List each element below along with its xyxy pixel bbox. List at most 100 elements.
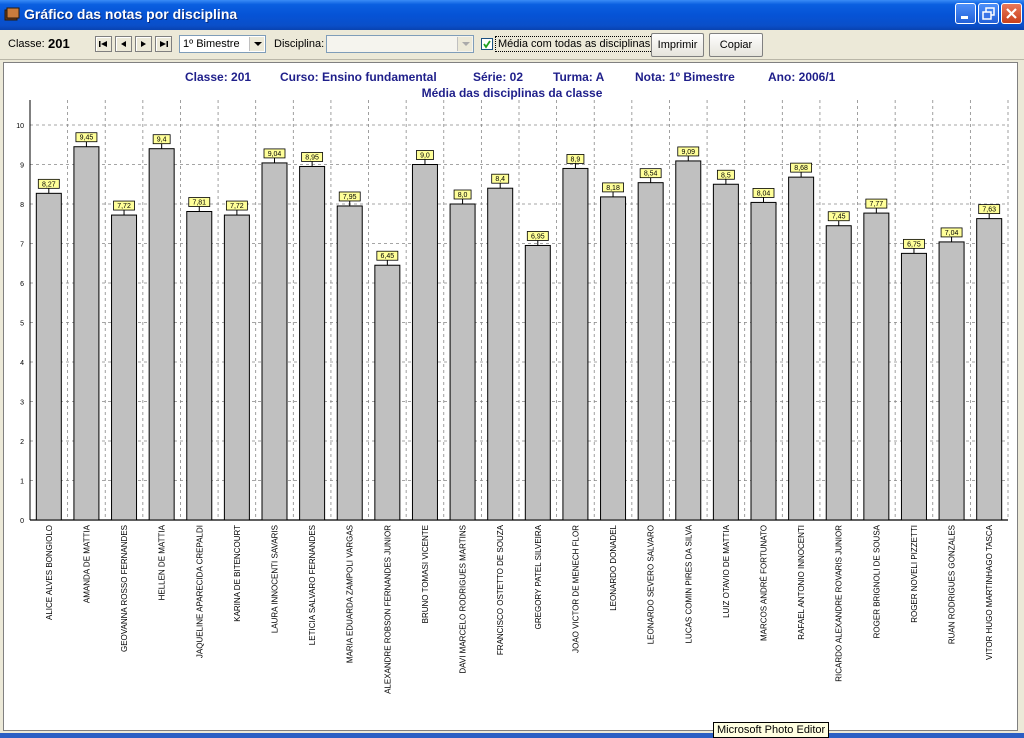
previous-record-icon bbox=[121, 41, 126, 47]
tooltip: Microsoft Photo Editor bbox=[713, 722, 830, 738]
next-record-button[interactable] bbox=[135, 36, 152, 52]
media-checkbox[interactable] bbox=[481, 38, 493, 50]
disciplina-label: Disciplina: bbox=[274, 38, 325, 50]
bar bbox=[223, 214, 250, 521]
data-label-box bbox=[790, 162, 813, 173]
bar bbox=[750, 201, 777, 521]
y-tick-label: 10 bbox=[16, 123, 24, 130]
y-tick-label: 9 bbox=[20, 163, 24, 170]
toolbar: Classe: 201 1º Bimestre Disciplina: Médi… bbox=[0, 30, 1024, 60]
bar bbox=[299, 165, 326, 521]
data-label-box bbox=[416, 150, 434, 160]
x-tick-label: LUCAS COMIN PIRES DA SILVA bbox=[684, 524, 693, 643]
x-tick-label: RAFAEL ANTONIO INNOCENTI bbox=[797, 525, 806, 640]
data-label: 8,68 bbox=[794, 165, 808, 172]
x-tick-label: RUAN RODRIGUES GONZALES bbox=[948, 525, 957, 644]
y-tick-label: 5 bbox=[20, 321, 24, 328]
checkmark-icon bbox=[483, 40, 491, 49]
bar bbox=[336, 205, 363, 521]
imprimir-button[interactable]: Imprimir bbox=[651, 33, 704, 57]
window-title: Gráfico das notas por disciplina bbox=[24, 6, 238, 22]
y-tick-label: 6 bbox=[20, 281, 24, 288]
data-label-box bbox=[453, 189, 472, 200]
bar bbox=[788, 176, 815, 521]
data-label-box bbox=[566, 154, 585, 164]
data-label-box bbox=[639, 168, 662, 179]
chart-ano: Ano: 2006/1 bbox=[768, 70, 836, 84]
chart-serie: Série: 02 bbox=[473, 70, 524, 84]
x-tick-label: ROGER NOVELI PIZZETTI bbox=[910, 525, 919, 623]
first-record-button[interactable] bbox=[95, 36, 112, 52]
bar bbox=[374, 264, 401, 521]
data-label-box bbox=[225, 200, 248, 211]
x-tick-label: LETICIA SALVARO FERNANDES bbox=[308, 525, 317, 645]
next-record-icon bbox=[141, 41, 146, 47]
data-label-box bbox=[338, 191, 361, 202]
data-label-box bbox=[827, 211, 850, 222]
data-label-box bbox=[865, 198, 888, 209]
bar bbox=[35, 192, 62, 521]
data-label: 7,95 bbox=[343, 194, 357, 201]
minimize-button[interactable] bbox=[955, 3, 976, 24]
data-label-box bbox=[152, 134, 171, 145]
bar bbox=[524, 244, 551, 521]
data-label-box bbox=[602, 182, 624, 193]
app-icon bbox=[4, 7, 20, 21]
data-label-box bbox=[301, 152, 324, 162]
data-label: 6,95 bbox=[531, 233, 545, 240]
data-label: 8,27 bbox=[42, 181, 56, 188]
close-button[interactable] bbox=[1001, 3, 1022, 24]
y-tick-label: 1 bbox=[20, 479, 24, 486]
data-label: 8,95 bbox=[305, 154, 319, 161]
chart-curso: Curso: Ensino fundamental bbox=[280, 70, 437, 84]
restore-button[interactable] bbox=[978, 3, 999, 24]
copiar-button[interactable]: Copiar bbox=[709, 33, 763, 57]
bar bbox=[938, 241, 965, 521]
x-tick-label: LEONARDO SEVERO SALVARO bbox=[647, 525, 656, 644]
bar bbox=[186, 211, 213, 521]
data-label: 6,45 bbox=[381, 253, 395, 260]
data-label: 7,81 bbox=[192, 200, 206, 207]
y-tick-label: 0 bbox=[20, 518, 24, 525]
chart-turma: Turma: A bbox=[553, 70, 605, 84]
data-label: 8,18 bbox=[606, 185, 620, 192]
last-record-button[interactable] bbox=[155, 36, 172, 52]
data-label: 9,4 bbox=[157, 137, 167, 144]
x-tick-label: JOAO VICTOR DE MENECH FLOR bbox=[571, 525, 580, 653]
y-tick-label: 2 bbox=[20, 439, 24, 446]
status-bar bbox=[0, 733, 1024, 738]
bar bbox=[712, 183, 739, 521]
bar bbox=[825, 225, 852, 521]
bimestre-select[interactable]: 1º Bimestre bbox=[179, 35, 266, 53]
disciplina-select[interactable] bbox=[326, 35, 474, 53]
data-label-box bbox=[940, 227, 963, 238]
bar bbox=[976, 218, 1003, 521]
data-label: 8,54 bbox=[644, 171, 658, 178]
data-label: 8,9 bbox=[571, 156, 581, 163]
bar bbox=[73, 146, 100, 521]
classe-label: Classe: bbox=[8, 38, 45, 50]
first-record-icon bbox=[99, 41, 107, 47]
data-label: 7,77 bbox=[870, 201, 884, 208]
x-tick-label: LAURA INNOCENTI SAVARIS bbox=[271, 525, 280, 633]
data-label-box bbox=[491, 173, 510, 184]
bar bbox=[111, 214, 138, 521]
bar bbox=[261, 162, 288, 521]
data-label-box bbox=[716, 169, 735, 180]
previous-record-button[interactable] bbox=[115, 36, 132, 52]
chevron-down-icon[interactable] bbox=[457, 37, 472, 51]
minimize-icon bbox=[961, 16, 968, 19]
chart-title: Média das disciplinas da classe bbox=[421, 86, 603, 100]
data-label-box bbox=[526, 231, 549, 241]
bar bbox=[637, 182, 664, 521]
chevron-down-icon[interactable] bbox=[249, 37, 264, 51]
bar bbox=[900, 252, 927, 521]
chart-classe: Classe: 201 bbox=[185, 70, 252, 84]
data-label-box bbox=[752, 188, 775, 198]
data-label-box bbox=[903, 238, 925, 249]
x-tick-label: GREGORY PATEL SILVEIRA bbox=[534, 524, 543, 629]
x-tick-label: LEONARDO DONADEL bbox=[609, 524, 618, 610]
bar bbox=[562, 167, 589, 521]
x-tick-label: ALICE ALVES BONGIOLO bbox=[45, 525, 54, 620]
data-label: 9,04 bbox=[268, 151, 282, 158]
